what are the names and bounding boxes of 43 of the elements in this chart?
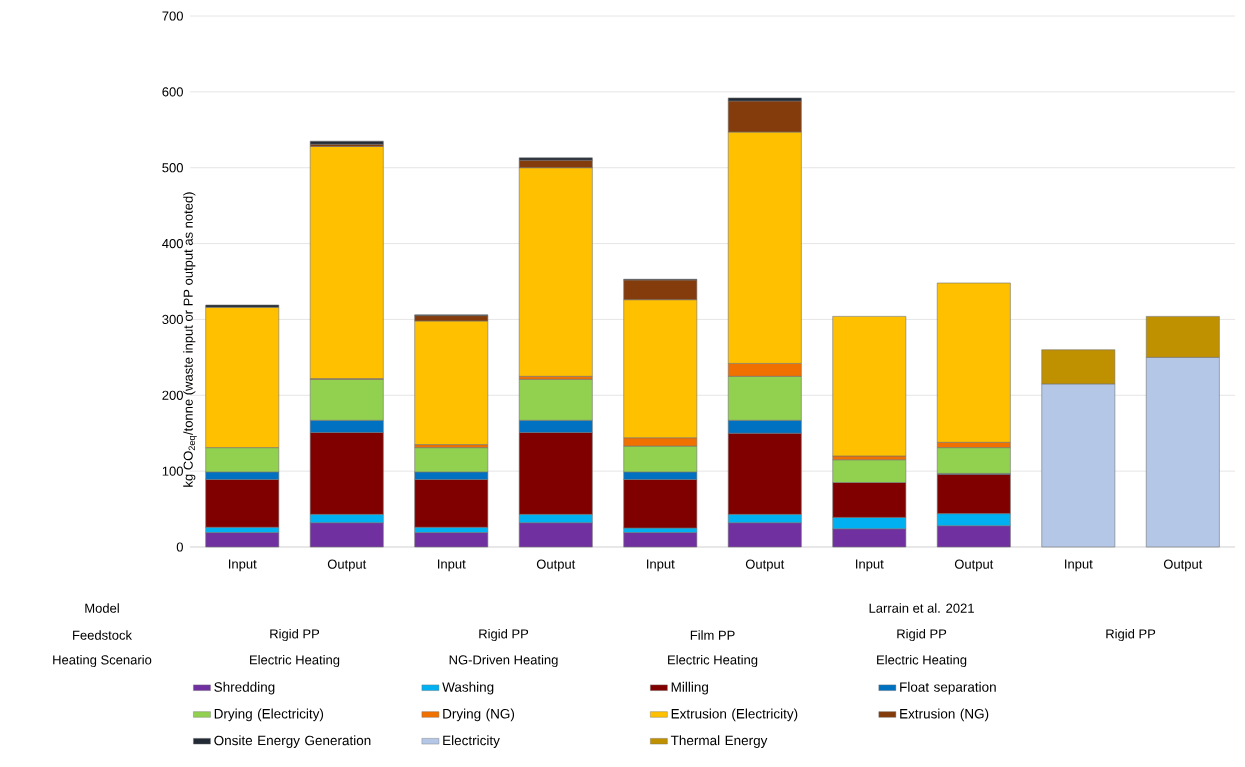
legend-label: Shredding xyxy=(214,681,275,695)
y-tick-label: 0 xyxy=(176,542,183,552)
text: NG-Driven Heating xyxy=(449,654,558,668)
x-tick-label: Output xyxy=(745,559,785,572)
text: Model xyxy=(85,603,119,613)
y-tick-label: 700 xyxy=(162,11,183,21)
text: Electric Heating xyxy=(250,654,340,668)
legend-label: Electricity xyxy=(443,735,500,748)
text: Rigid PP xyxy=(479,628,529,642)
text: Rigid PP xyxy=(897,628,947,642)
legend-label: Thermal Energy xyxy=(670,735,768,748)
y-tick-label: 600 xyxy=(162,87,183,97)
x-tick-label: Input xyxy=(856,559,884,572)
text: Feedstock xyxy=(73,630,133,640)
x-tick-label: Input xyxy=(229,559,257,572)
text: Electric Heating xyxy=(668,654,758,668)
legend-label: Extrusion (NG) xyxy=(900,708,989,722)
legend-label: Onsite Energy Generation xyxy=(214,735,371,748)
x-tick-label: Output xyxy=(1163,559,1203,572)
x-tick-label: Input xyxy=(438,559,466,572)
text: Rigid PP xyxy=(270,628,320,642)
y-tick-label: 100 xyxy=(162,466,183,476)
legend-label: Extrusion (Electricity) xyxy=(671,708,798,722)
y-axis-title: kg CO$_{2eq}$/tonne (waste input or PP output as noted) xyxy=(183,192,197,487)
text: Heating Scenario xyxy=(53,654,152,668)
x-tick-label: Output xyxy=(327,559,367,572)
legend-label: Milling xyxy=(671,681,708,695)
x-tick-label: Output xyxy=(954,559,994,572)
x-tick-label: Input xyxy=(1065,559,1093,572)
y-tick-label: 200 xyxy=(162,390,183,400)
x-tick-label: Output xyxy=(536,559,576,572)
y-tick-label: 400 xyxy=(162,238,183,249)
legend-label: Drying (NG) xyxy=(443,708,515,722)
y-tick-label: 500 xyxy=(162,163,183,173)
y-tick-label: 300 xyxy=(162,314,183,325)
text: Larrain et al. 2021 xyxy=(869,603,974,613)
legend-label: Drying (Electricity) xyxy=(214,708,324,722)
x-tick-label: Input xyxy=(647,559,675,572)
legend-label: Washing xyxy=(442,681,494,695)
text: Rigid PP xyxy=(1106,628,1156,642)
text: Electric Heating xyxy=(877,654,967,668)
text: Film PP xyxy=(690,630,735,640)
legend-label: Float separation xyxy=(900,681,996,695)
